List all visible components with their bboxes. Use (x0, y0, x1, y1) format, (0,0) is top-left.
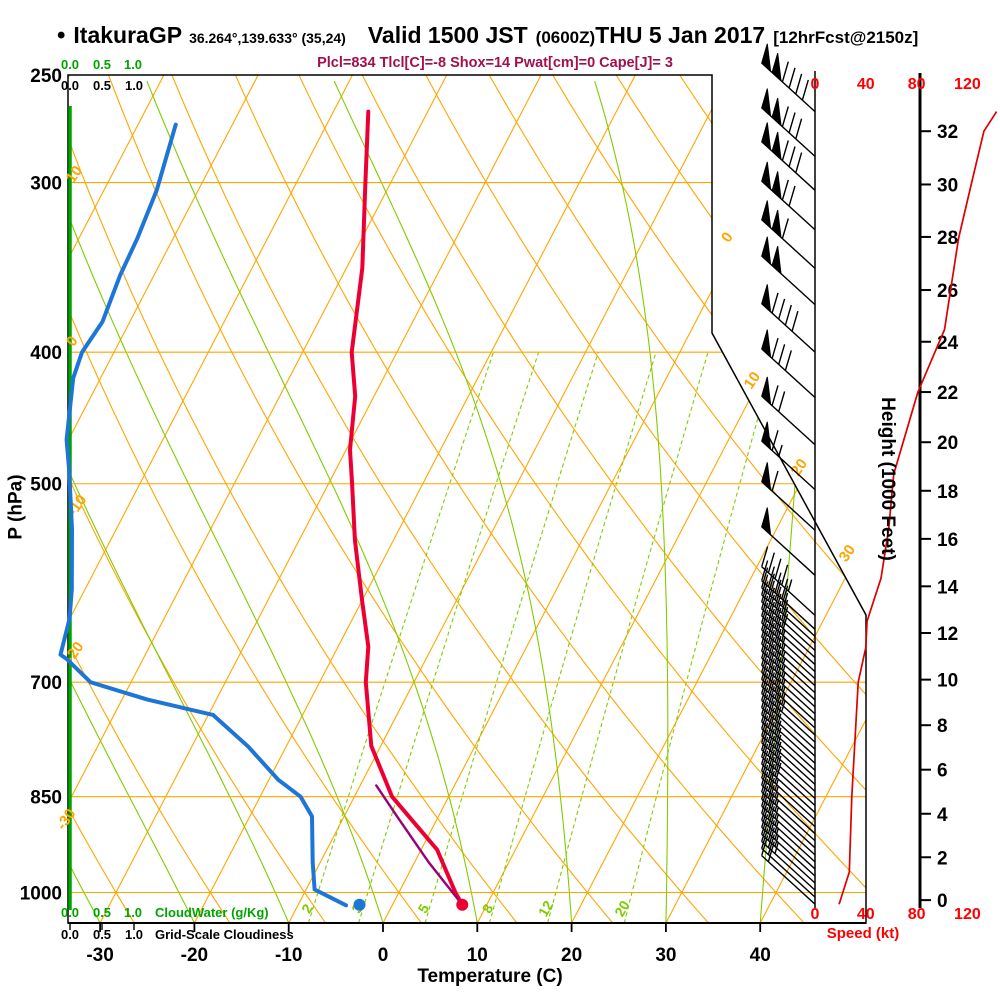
svg-text:16: 16 (937, 530, 958, 551)
svg-text:0: 0 (718, 229, 737, 246)
scale-tick-label: 0.5 (92, 905, 112, 920)
svg-text:80: 80 (908, 906, 926, 923)
svg-text:8: 8 (937, 716, 948, 737)
valid-zulu: (0600Z) (535, 28, 596, 47)
svg-text:10: 10 (467, 945, 488, 966)
svg-text:850: 850 (30, 788, 62, 809)
isotherm-edge-labels: 0 10 20 30 (718, 229, 859, 565)
svg-text:30: 30 (836, 542, 859, 565)
temperature-tick-labels: -30 -20 -10 0 10 20 30 40 (69, 923, 771, 966)
speed-axis-title: Speed (kt) (826, 925, 900, 942)
svg-text:24: 24 (937, 333, 959, 354)
scale-tick-label: 0.5 (92, 57, 112, 72)
stability-indices: Plcl=834 Tlcl[C]=-8 Shox=14 Pwat[cm]=0 C… (317, 55, 673, 71)
svg-text:5: 5 (414, 901, 432, 916)
pressure-tick-labels: 250 300 400 500 700 850 1000 (20, 66, 62, 904)
svg-text:500: 500 (30, 475, 62, 496)
svg-text:18: 18 (937, 482, 958, 503)
svg-text:14: 14 (937, 577, 959, 598)
plot-border (67, 74, 867, 924)
svg-text:6: 6 (937, 761, 948, 782)
station-marker-dot: • (57, 22, 66, 49)
svg-text:0: 0 (378, 945, 389, 966)
scale-tick-label: 0.0 (60, 905, 80, 920)
svg-text:700: 700 (30, 673, 62, 694)
scale-tick-label: 1.0 (123, 905, 143, 920)
svg-text:22: 22 (937, 383, 958, 404)
svg-text:4: 4 (937, 805, 948, 826)
scale-tick-label: 0.5 (92, 927, 112, 942)
svg-text:120: 120 (954, 906, 981, 923)
svg-text:2: 2 (937, 848, 948, 869)
svg-text:20: 20 (611, 898, 633, 920)
scale-tick-label: 0.5 (92, 78, 112, 93)
wind-speed-profile (838, 111, 998, 905)
svg-text:2: 2 (298, 901, 316, 916)
pressure-axis-title: P (hPa) (5, 474, 27, 540)
svg-text:20: 20 (561, 945, 582, 966)
svg-text:12: 12 (937, 624, 958, 645)
scale-tick-label: 1.0 (124, 78, 144, 93)
svg-text:10: 10 (63, 163, 86, 186)
svg-text:32: 32 (937, 122, 958, 143)
forecast-tag: [12hrFcst@2150z] (773, 28, 919, 47)
cloudiness-axis-label: Grid-Scale Cloudiness (155, 927, 294, 942)
svg-text:30: 30 (655, 945, 676, 966)
svg-text:1000: 1000 (20, 883, 62, 904)
svg-text:12: 12 (535, 898, 557, 920)
svg-text:250: 250 (30, 66, 62, 87)
svg-text:300: 300 (30, 174, 62, 195)
surface-dewpoint-dot (353, 898, 366, 911)
svg-text:80: 80 (908, 76, 926, 93)
valid-date: THU 5 Jan 2017 (595, 22, 766, 48)
svg-text:0: 0 (937, 891, 948, 912)
mixing-ratio-grid (307, 352, 777, 923)
svg-text:10: 10 (741, 369, 764, 392)
temperature-axis-title: Temperature (C) (417, 966, 563, 987)
svg-text:10: 10 (937, 671, 958, 692)
scale-tick-label: 0.0 (60, 927, 80, 942)
title-row: • ItakuraGP 36.264°,139.633° (35,24) Val… (57, 22, 918, 50)
svg-text:40: 40 (857, 906, 875, 923)
cloudwater-axis-label: CloudWater (g/Kg) (155, 905, 269, 920)
svg-text:0: 0 (811, 906, 820, 923)
svg-text:-30: -30 (53, 806, 79, 834)
station-coords: 36.264°,139.633° (35,24) (189, 30, 346, 46)
scale-tick-label: 1.0 (123, 57, 143, 72)
svg-text:-30: -30 (86, 945, 113, 966)
valid-time: Valid 1500 JST (367, 22, 528, 48)
station-name: ItakuraGP (73, 22, 183, 48)
svg-text:30: 30 (937, 175, 958, 196)
scale-tick-label: 1.0 (124, 927, 144, 942)
dewpoint-curve (58, 122, 348, 908)
svg-text:-10: -10 (275, 945, 302, 966)
svg-text:40: 40 (750, 945, 771, 966)
svg-text:400: 400 (30, 343, 62, 364)
isobar-grid (68, 181, 866, 894)
scale-tick-label: 0.0 (60, 57, 80, 72)
svg-text:20: 20 (937, 433, 958, 454)
svg-text:28: 28 (937, 228, 958, 249)
surface-temperature-dot (456, 898, 469, 911)
svg-text:26: 26 (937, 281, 958, 302)
temperature-curve (348, 109, 465, 907)
svg-text:-20: -20 (181, 945, 208, 966)
height-axis-title: Height (1000 Feet) (877, 397, 898, 561)
svg-text:0: 0 (811, 76, 820, 93)
svg-text:40: 40 (857, 76, 875, 93)
wind-barbs (761, 43, 816, 905)
parcel-path (375, 784, 464, 906)
scale-tick-label: 0.0 (60, 78, 80, 93)
svg-text:120: 120 (954, 76, 981, 93)
svg-text:20: 20 (788, 456, 811, 479)
